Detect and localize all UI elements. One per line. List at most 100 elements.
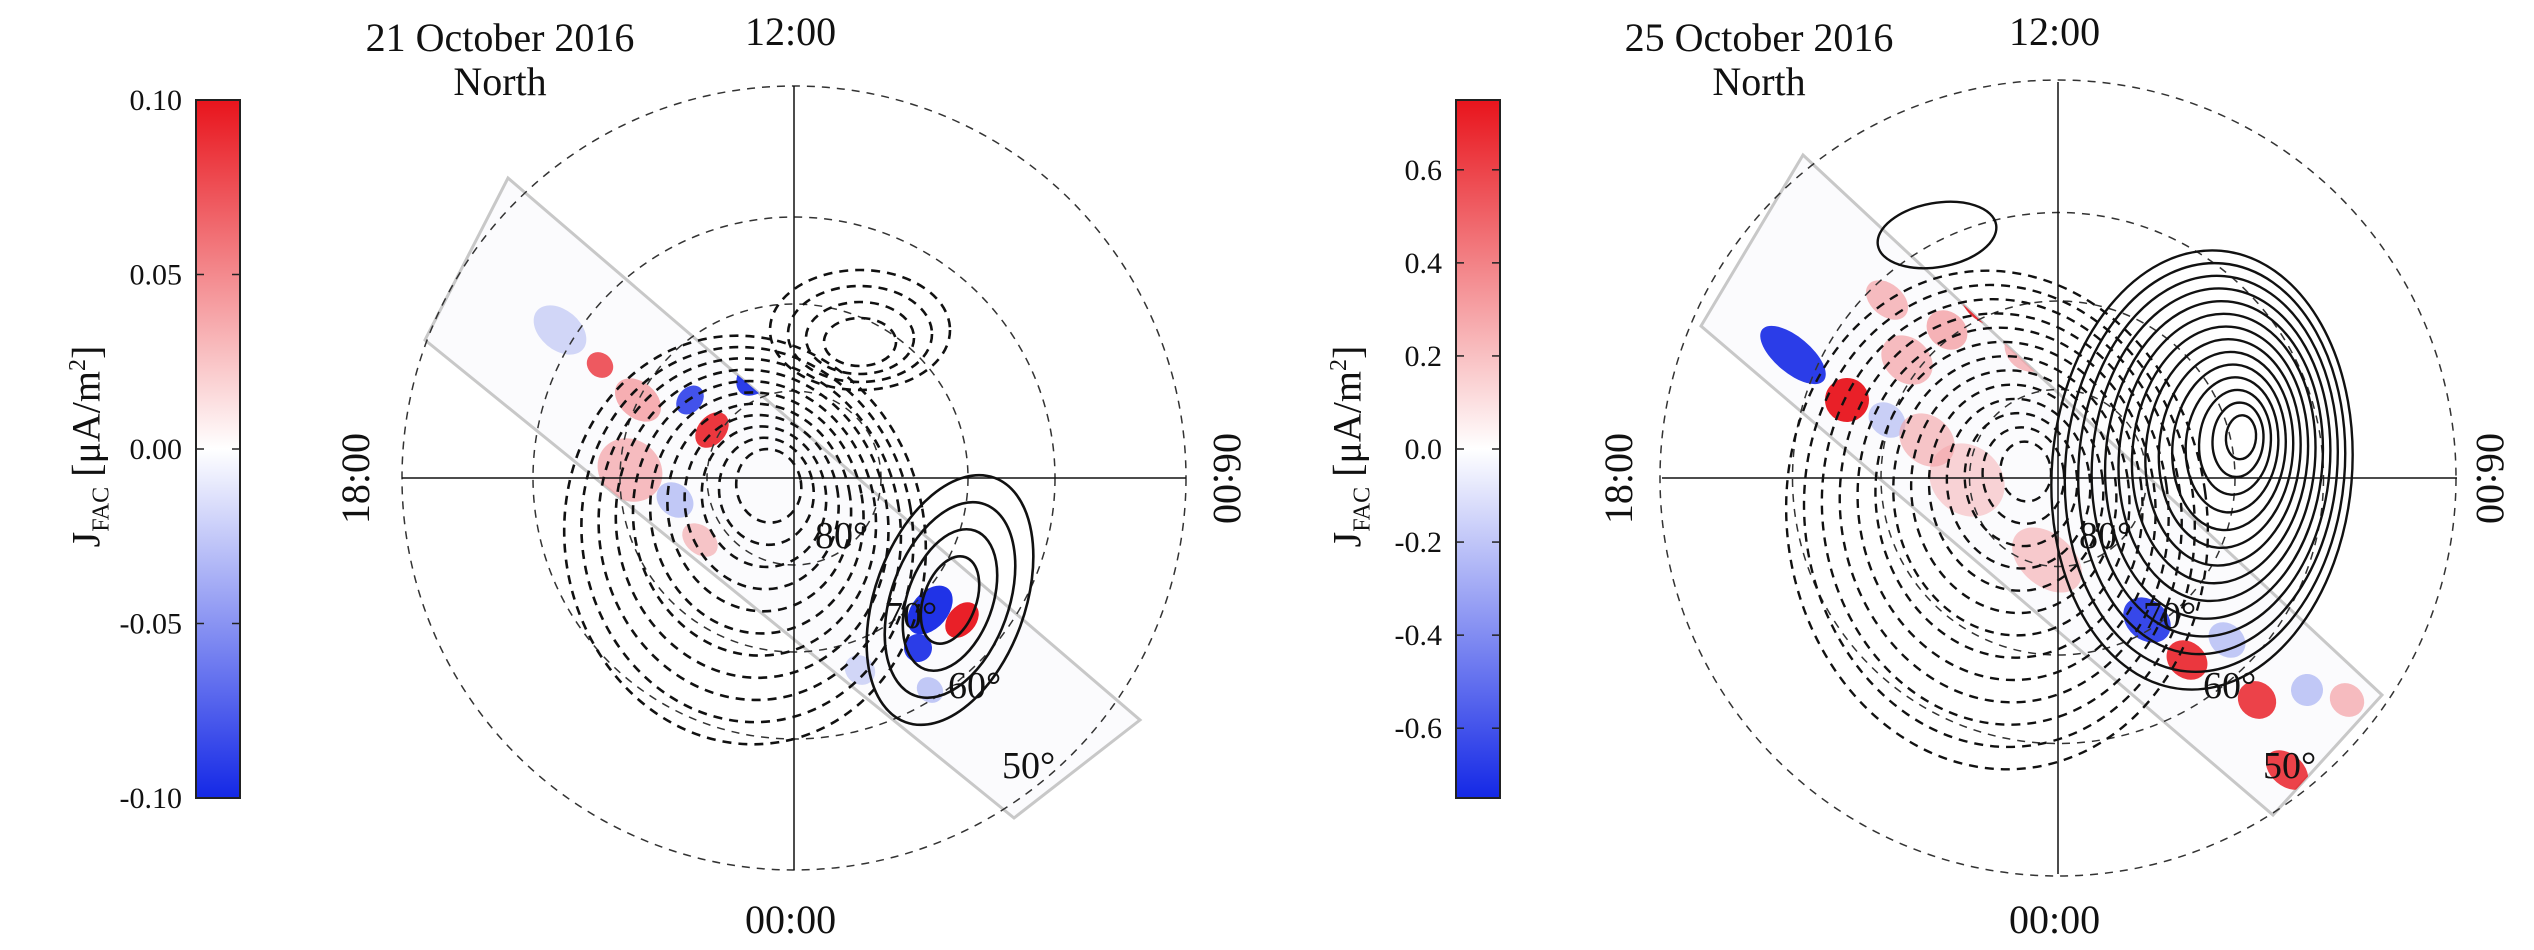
positive-contour: [883, 500, 1017, 700]
negative-contour: [786, 284, 934, 384]
positive-contour: [2144, 338, 2302, 567]
ylabel-main: J: [63, 531, 109, 548]
negative-contour: [597, 357, 903, 702]
negative-contour: [1856, 326, 2157, 682]
panel-title: 21 October 2016 North: [338, 16, 662, 104]
satellite-band: [1699, 152, 2385, 818]
negative-contour: [1838, 312, 2170, 704]
fac-patch: [1926, 310, 1968, 350]
ylabel-unit: [μA/m: [63, 370, 109, 477]
fac-patch: [2237, 681, 2277, 719]
negative-contour: [734, 447, 803, 524]
mlt-label-bottom: 00:00: [745, 897, 837, 942]
fac-patch: [2291, 674, 2323, 706]
ylabel-close: ]: [1324, 345, 1370, 359]
negative-contour: [1802, 283, 2196, 749]
colorbar-tick-label: -0.6: [1395, 712, 1443, 745]
negative-contour: [804, 300, 916, 376]
fac-patch: [1899, 413, 1955, 467]
colorbar-ticks: 0.10 0.05 0.00 -0.05 -0.10: [120, 84, 240, 815]
left-panel: 0.10 0.05 0.00 -0.05 -0.10 80° 70° 60° 50° 2…: [63, 9, 1251, 942]
colorbar-tick-label: 0.05: [130, 259, 183, 292]
ylabel-unit: [μA/m: [1324, 370, 1370, 477]
fac-patch: [1865, 280, 1909, 320]
fac-patch: [729, 328, 761, 362]
fac-patch: [533, 305, 587, 355]
negative-contour: [700, 425, 828, 569]
positive-contour: [2077, 274, 2339, 656]
lat-label-60: 60°: [2203, 665, 2256, 707]
colorbar-tick-label: -0.4: [1395, 619, 1443, 652]
negative-contour: [1892, 354, 2131, 637]
negative-contour: [562, 334, 928, 746]
ylabel-sub: FAC: [1349, 486, 1376, 532]
fac-patch: [1760, 325, 1826, 385]
negative-contour: [1874, 340, 2144, 659]
negative-contour: [1963, 411, 2079, 548]
negative-contour: [631, 379, 878, 657]
fac-patch: [1881, 335, 1933, 385]
positive-contour: [2211, 401, 2265, 479]
negative-contour: [822, 316, 898, 368]
positive-contour: [901, 527, 999, 673]
colorbar-tick-label: -0.10: [120, 782, 183, 815]
positive-contour: [1876, 200, 1998, 270]
colorbar-label: JFAC [μA/m2]: [1324, 342, 1377, 552]
colorbar-label: JFAC [μA/m2]: [63, 342, 116, 552]
fac-patch: [907, 585, 953, 635]
positive-contour: [2103, 299, 2325, 620]
potential-contours: [1784, 200, 2354, 771]
negative-contour: [1784, 269, 2210, 771]
positive-contour: [2224, 414, 2258, 461]
negative-contour: [1981, 426, 2066, 525]
negative-contour: [717, 436, 816, 547]
mlt-label-top: 12:00: [2009, 9, 2101, 54]
colorbar-ticks: 0.6 0.4 0.2 0.0 -0.2 -0.4 -0.6: [1395, 154, 1500, 745]
negative-contour: [1927, 383, 2105, 592]
lat-label-50: 50°: [1002, 745, 1055, 787]
lat-label-80: 80°: [815, 515, 868, 557]
right-panel: 0.6 0.4 0.2 0.0 -0.2 -0.4 -0.6 80° 70° 60° 50°…: [1267, 0, 2534, 950]
fac-patch: [674, 228, 726, 282]
date-label: 25 October 2016: [1624, 15, 1894, 60]
fac-patch: [614, 378, 662, 422]
positive-contour: [919, 555, 981, 645]
colorbar-tick-label: 0.6: [1405, 154, 1443, 187]
mlt-label-right: 06:00: [2468, 432, 2514, 525]
potential-contours: [562, 268, 1035, 746]
positive-contour: [865, 473, 1035, 727]
fac-patch: [945, 602, 979, 638]
ylabel-sup: 2: [1326, 358, 1353, 371]
colorbar-tick-label: 0.4: [1405, 247, 1443, 280]
fac-patch: [1825, 378, 1869, 422]
mlt-label-left: 18:00: [333, 432, 379, 525]
fac-patch: [2265, 750, 2309, 790]
mlt-label-right: 06:00: [1205, 432, 1251, 525]
positive-contour: [2063, 261, 2347, 674]
fac-patch: [2123, 597, 2171, 643]
fac-patch: [904, 634, 932, 662]
lat-label-60: 60°: [948, 665, 1001, 707]
negative-contour: [580, 345, 915, 724]
negative-contour: [648, 391, 865, 635]
negative-contour: [1820, 297, 2183, 726]
fac-patch: [586, 352, 614, 378]
positive-contour: [2184, 376, 2280, 514]
fac-patch: [597, 438, 663, 502]
lat-label-70: 70°: [884, 595, 937, 637]
fac-patch: [724, 273, 756, 307]
colorbar-tick-label: -0.05: [120, 608, 183, 641]
mlt-label-top: 12:00: [745, 9, 837, 54]
positive-contour: [2130, 325, 2310, 585]
colorbar-tick-label: 0.2: [1405, 340, 1443, 373]
positive-contour: [2197, 388, 2273, 496]
date-label: 21 October 2016: [365, 15, 635, 60]
satellite-band: [423, 175, 1143, 820]
lat-label-70: 70°: [2143, 595, 2196, 637]
positive-contour: [2117, 312, 2317, 603]
fac-patch: [2329, 683, 2365, 717]
mlt-label-bottom: 00:00: [2009, 897, 2101, 942]
positive-contour: [2171, 363, 2287, 532]
positive-contour: [2090, 287, 2332, 638]
fac-patch: [2208, 622, 2246, 658]
